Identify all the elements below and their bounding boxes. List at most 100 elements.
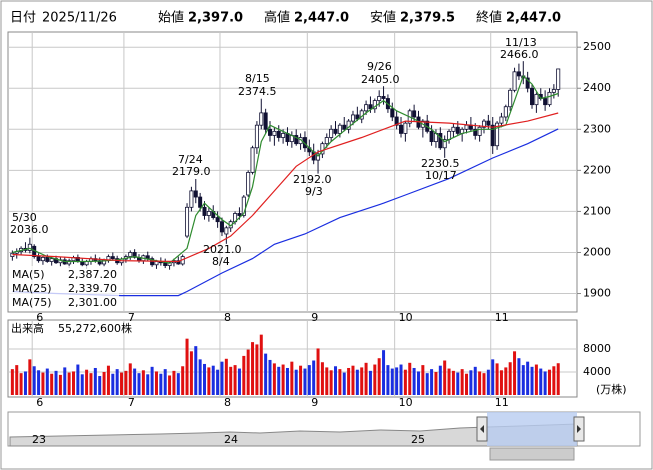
volume-bar bbox=[76, 364, 80, 395]
candle-body bbox=[337, 124, 342, 134]
volume-bar bbox=[45, 368, 49, 395]
volume-bar bbox=[530, 366, 534, 395]
volume-bar bbox=[421, 365, 425, 395]
candle-body bbox=[355, 114, 360, 120]
candle-body bbox=[381, 96, 386, 99]
volume-total: 55,272,600株 bbox=[58, 321, 132, 335]
volume-bar bbox=[159, 373, 163, 395]
volume-bar bbox=[504, 367, 508, 395]
volume-bar bbox=[342, 372, 346, 395]
volume-bar bbox=[111, 373, 115, 395]
y-tick-label: 2500 bbox=[583, 40, 611, 53]
header-label: 高値 bbox=[264, 10, 290, 26]
candle-body bbox=[377, 96, 382, 101]
x-tick-label: 10 bbox=[399, 311, 413, 324]
volume-bar bbox=[102, 372, 106, 395]
volume-bar bbox=[106, 365, 110, 395]
x-tick-label: 10 bbox=[399, 396, 413, 409]
candle-body bbox=[403, 122, 408, 134]
volume-bar bbox=[115, 369, 119, 395]
volume-bar bbox=[264, 353, 268, 395]
legend-name: MA(75) bbox=[12, 296, 52, 309]
candle-body bbox=[438, 133, 443, 149]
volume-bar bbox=[220, 361, 224, 395]
candle-body bbox=[372, 100, 377, 110]
volume-bar bbox=[189, 351, 193, 395]
volume-bar bbox=[547, 369, 551, 395]
annotation-date: 5/30 bbox=[12, 211, 37, 224]
annotation-value: 2179.0 bbox=[172, 165, 211, 178]
volume-bar bbox=[67, 372, 71, 395]
volume-bar bbox=[211, 365, 215, 395]
volume-bar bbox=[19, 373, 23, 395]
volume-bar bbox=[154, 371, 158, 395]
volume-bar bbox=[316, 348, 320, 395]
volume-bar bbox=[460, 369, 464, 395]
volume-bar bbox=[80, 374, 84, 395]
volume-bar bbox=[521, 365, 525, 395]
candle-body bbox=[556, 68, 561, 90]
candle-body bbox=[324, 137, 329, 145]
candle-body bbox=[128, 252, 133, 257]
y-tick-label: 2400 bbox=[583, 81, 611, 94]
annotation-value: 2466.0 bbox=[500, 48, 539, 61]
volume-bar bbox=[237, 368, 241, 395]
volume-bar bbox=[203, 363, 207, 395]
candle-body bbox=[185, 206, 190, 237]
volume-bar bbox=[556, 363, 560, 395]
candle-body bbox=[394, 116, 399, 126]
x-tick-label: 7 bbox=[128, 311, 135, 324]
handle-arrow bbox=[480, 425, 484, 433]
volume-bar bbox=[198, 359, 202, 395]
header-value: 2,447.0 bbox=[294, 11, 349, 26]
volume-bar bbox=[334, 366, 338, 395]
candle-body bbox=[215, 217, 220, 223]
volume-bar bbox=[141, 370, 145, 395]
volume-bar bbox=[133, 368, 137, 395]
volume-bar bbox=[272, 363, 276, 395]
navigator-label: 24 bbox=[224, 433, 238, 446]
volume-bar bbox=[172, 370, 176, 395]
volume-bar bbox=[526, 361, 530, 395]
candle-body bbox=[145, 255, 150, 260]
candle-body bbox=[36, 256, 41, 262]
ma-line bbox=[12, 112, 559, 263]
annotation-value: 2192.0 bbox=[293, 173, 332, 186]
annotations: 5/30 2036.0 7/24 2179.0 8/15 2374.5 9/26… bbox=[10, 36, 539, 268]
volume-bar bbox=[281, 364, 285, 395]
volume-bar bbox=[486, 369, 490, 395]
volume-bar bbox=[10, 369, 14, 395]
candle-body bbox=[551, 89, 556, 93]
volume-bar bbox=[255, 344, 259, 395]
volume-bar bbox=[63, 367, 67, 395]
navigator-label: 25 bbox=[411, 433, 425, 446]
candle-body bbox=[481, 120, 486, 128]
volume-bar bbox=[277, 366, 281, 395]
candle-body bbox=[202, 206, 207, 216]
volume-bar bbox=[473, 366, 477, 395]
scrollbar-thumb[interactable] bbox=[489, 447, 575, 461]
volume-bar bbox=[15, 365, 19, 395]
x-tick-label: 8 bbox=[224, 396, 231, 409]
x-tick-label: 7 bbox=[128, 396, 135, 409]
candle-body bbox=[224, 227, 229, 235]
candle-body bbox=[486, 120, 491, 126]
volume-bar bbox=[386, 365, 390, 395]
volume-bar bbox=[425, 373, 429, 395]
candle-body bbox=[276, 130, 281, 138]
candle-body bbox=[237, 213, 242, 216]
volume-layer: 6 7 8 9 10 11 4000 8000 (万株) 出来高 55,272,600株 bbox=[8, 320, 627, 409]
volume-bar bbox=[451, 370, 455, 395]
navigator-selection[interactable] bbox=[487, 412, 577, 446]
volume-bar bbox=[539, 368, 543, 395]
candle-body bbox=[516, 71, 521, 77]
volume-bar bbox=[416, 371, 420, 395]
candle-body bbox=[350, 114, 355, 122]
volume-bar bbox=[368, 370, 372, 395]
volume-bar bbox=[543, 371, 547, 395]
annotation-date: 10/17 bbox=[425, 169, 457, 182]
candle-body bbox=[110, 256, 115, 260]
volume-bar bbox=[534, 364, 538, 395]
volume-bar bbox=[355, 369, 359, 395]
candle-body bbox=[189, 190, 194, 208]
